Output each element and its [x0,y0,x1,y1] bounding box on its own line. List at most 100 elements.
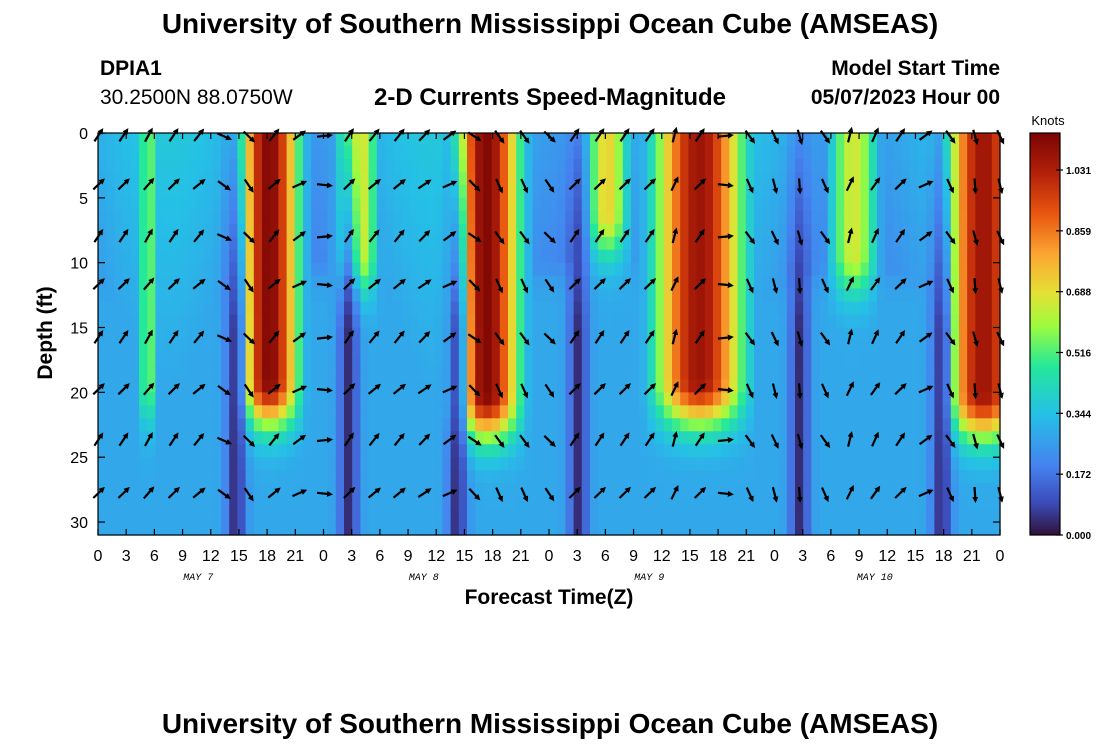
heatmap-cell [458,288,468,303]
heatmap-cell [393,158,402,173]
heatmap-cell [294,470,304,484]
heatmap-cell [639,431,648,445]
heatmap-cell [811,133,821,147]
heatmap-cell [573,470,583,484]
heatmap-cell [836,496,845,510]
heatmap-cell [327,327,337,342]
current-vector-arrow [670,276,679,292]
heatmap-cell [713,405,722,419]
heatmap-cell [688,184,698,199]
heatmap-cell [590,457,599,471]
heatmap-cell [106,314,115,329]
heatmap-cell [688,405,698,419]
heatmap-cell [557,184,566,199]
heatmap-cell [614,509,624,523]
heatmap-cell [409,210,419,225]
heatmap-cell [614,470,624,484]
current-vector-arrow [495,487,504,503]
heatmap-cell [278,133,288,147]
heatmap-cell [959,288,968,303]
heatmap-cell [549,236,558,251]
heatmap-cell [745,418,755,432]
heatmap-cell [237,223,247,238]
current-vector-arrow [117,486,130,499]
heatmap-cell [680,327,689,342]
heatmap-cell [672,470,681,484]
heatmap-cell [647,366,657,380]
current-vector-arrow [847,328,854,345]
current-vector-arrow [117,278,130,290]
current-vector-arrow [744,331,756,346]
heatmap-cell [942,522,952,536]
heatmap-cell [885,405,894,419]
heatmap-cell [508,470,517,484]
heatmap-cell [721,197,730,212]
heatmap-cell [196,457,206,471]
heatmap-cell [516,288,525,303]
heatmap-cell [844,184,853,199]
heatmap-cell [253,418,263,432]
heatmap-cell [434,171,443,186]
heatmap-cell [696,340,706,355]
heatmap-cell [188,483,197,497]
heatmap-cell [385,236,394,251]
heatmap-cell [360,197,370,212]
heatmap-cell [270,522,279,536]
heatmap-cell [286,223,296,238]
heatmap-cell [754,301,763,316]
heatmap-cell [237,470,247,484]
heatmap-cell [655,353,665,368]
heatmap-cell [245,340,255,355]
heatmap-cell [885,197,894,212]
heatmap-cell [918,184,927,199]
heatmap-cell [237,496,247,510]
heatmap-cell [852,262,862,277]
heatmap-cell [253,262,263,277]
heatmap-cell [737,133,747,147]
current-vector-arrow [945,434,956,449]
heatmap-cell [877,184,886,199]
heatmap-cell [565,301,575,316]
current-vector-arrow [468,279,481,292]
heatmap-cell [549,483,558,497]
heatmap-cell [885,353,894,368]
heatmap-cell [631,197,640,212]
current-vector-arrow [569,228,580,243]
heatmap-cell [229,522,238,536]
heatmap-cell [983,197,993,212]
heatmap-cell [385,366,394,380]
heatmap-cell [663,301,673,316]
heatmap-cell [991,405,1001,419]
heatmap-cell [540,379,550,393]
heatmap-cell [319,457,329,471]
heatmap-cell [426,522,435,536]
heatmap-cell [204,301,214,316]
heatmap-cell [171,457,181,471]
heatmap-cell [819,236,829,251]
heatmap-cell [426,314,435,329]
heatmap-cell [836,197,845,212]
heatmap-cell [598,418,607,432]
heatmap-cell [253,314,263,329]
x-tick-label: 18 [935,548,953,565]
heatmap-cell [803,327,812,342]
heatmap-cell [836,405,845,419]
heatmap-cell [885,379,894,393]
heatmap-cell [606,405,616,419]
heatmap-cell [811,184,821,199]
heatmap-cell [959,223,968,238]
heatmap-cell [614,288,624,303]
heatmap-cell [877,288,886,303]
heatmap-cell [729,171,739,186]
heatmap-cell [491,249,501,264]
heatmap-cell [803,262,812,277]
heatmap-cell [385,262,394,277]
heatmap-cell [122,392,132,406]
heatmap-cell [762,509,771,523]
heatmap-cell [122,133,132,147]
heatmap-cell [860,197,870,212]
heatmap-cell [557,405,566,419]
heatmap-cell [344,262,353,277]
heatmap-cell [770,301,780,316]
heatmap-cell [540,522,550,536]
